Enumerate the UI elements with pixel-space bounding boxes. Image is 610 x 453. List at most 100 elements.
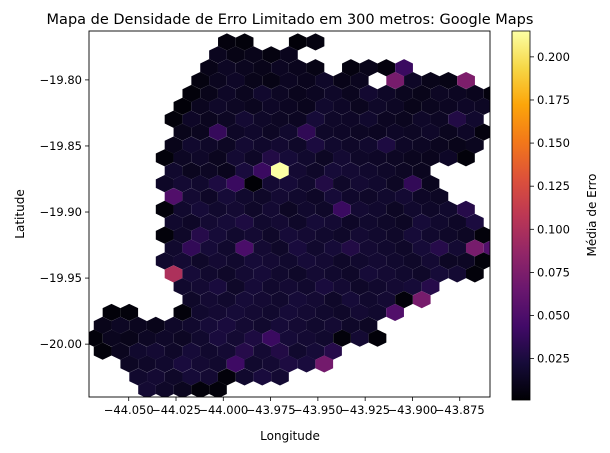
hex-cell bbox=[191, 329, 210, 347]
y-tick-label: −20.00 bbox=[39, 337, 82, 351]
hex-cell bbox=[466, 84, 484, 103]
hex-cell bbox=[377, 110, 396, 128]
hex-cell bbox=[200, 136, 218, 154]
hex-cell bbox=[359, 162, 378, 180]
hex-cell bbox=[279, 175, 298, 193]
hex-cell bbox=[200, 59, 218, 77]
hex-cell bbox=[182, 368, 201, 386]
hex-cell bbox=[342, 59, 360, 77]
hex-cell bbox=[341, 136, 360, 154]
hex-cell bbox=[155, 149, 174, 167]
hex-cell bbox=[315, 149, 334, 167]
hex-cell bbox=[155, 252, 174, 270]
hex-cell bbox=[439, 123, 458, 141]
hex-cell bbox=[386, 252, 404, 270]
hex-cell bbox=[341, 213, 360, 231]
hex-cell bbox=[279, 149, 298, 167]
hex-cell bbox=[457, 252, 475, 270]
hex-cell bbox=[120, 355, 139, 373]
colorbar bbox=[511, 30, 531, 401]
hex-cell bbox=[164, 213, 183, 231]
hex-cell bbox=[173, 329, 192, 347]
hex-cell bbox=[395, 110, 413, 128]
hex-cell bbox=[457, 123, 475, 141]
hex-cell bbox=[164, 110, 183, 128]
hex-cell bbox=[350, 149, 369, 167]
hex-cell bbox=[333, 97, 351, 115]
hex-cell bbox=[217, 187, 236, 206]
hex-cell bbox=[164, 162, 183, 180]
hex-cell bbox=[262, 175, 280, 193]
hex-cell bbox=[474, 252, 490, 270]
hex-cell bbox=[253, 187, 272, 206]
hex-cell bbox=[333, 123, 351, 141]
hex-cell bbox=[271, 84, 289, 103]
hex-cell bbox=[403, 97, 422, 115]
y-axis-label: Latitude bbox=[13, 189, 27, 238]
hex-cell bbox=[297, 97, 316, 115]
hex-cell bbox=[279, 278, 298, 296]
hex-cell bbox=[102, 329, 121, 347]
hex-cell bbox=[395, 265, 413, 283]
hex-cell bbox=[324, 110, 342, 128]
hex-cell bbox=[457, 97, 475, 115]
hex-cell bbox=[368, 226, 387, 244]
hex-cell bbox=[350, 329, 369, 347]
hex-cell bbox=[173, 226, 192, 244]
hex-cell bbox=[93, 342, 112, 360]
hex-cell bbox=[448, 136, 466, 154]
hex-cell bbox=[368, 200, 387, 218]
hex-cell bbox=[244, 149, 263, 167]
hex-cell bbox=[288, 59, 307, 77]
hex-cell bbox=[377, 136, 396, 154]
hex-cell bbox=[341, 187, 360, 206]
hex-cell bbox=[209, 46, 227, 64]
hex-cell bbox=[173, 252, 192, 270]
hex-cell bbox=[244, 200, 263, 218]
colorbar-tick-label: 0.025 bbox=[537, 352, 570, 366]
hex-cell bbox=[253, 136, 272, 154]
hex-cell bbox=[111, 316, 130, 334]
hex-cell bbox=[182, 162, 201, 180]
colorbar-tick-label: 0.125 bbox=[537, 179, 570, 193]
hex-cell bbox=[377, 239, 396, 257]
x-tick-label: −43.900 bbox=[388, 403, 438, 417]
x-axis: −44.050−44.025−44.000−43.975−43.950−43.9… bbox=[104, 397, 485, 417]
hex-cell bbox=[368, 303, 387, 322]
hex-cell bbox=[333, 149, 351, 167]
hex-cell bbox=[333, 303, 351, 322]
hex-cell bbox=[457, 200, 475, 218]
hex-cell bbox=[315, 123, 334, 141]
hex-cell bbox=[226, 200, 245, 218]
hex-cell bbox=[288, 265, 307, 283]
hex-cell bbox=[217, 59, 236, 77]
hex-cell bbox=[208, 226, 227, 244]
hex-cell bbox=[271, 239, 289, 257]
hex-cell bbox=[350, 303, 369, 322]
hex-cell bbox=[262, 149, 280, 167]
hex-cell bbox=[235, 110, 254, 128]
hex-cell bbox=[235, 162, 254, 180]
hex-cell bbox=[288, 110, 307, 128]
hex-cell bbox=[403, 226, 422, 244]
hex-cell bbox=[235, 291, 254, 309]
hex-cell bbox=[200, 239, 218, 257]
hex-cell bbox=[244, 278, 263, 296]
hex-cell bbox=[235, 136, 254, 154]
hex-cell bbox=[209, 381, 227, 397]
hex-cell bbox=[430, 136, 449, 154]
hex-cell bbox=[191, 200, 209, 218]
hex-cell bbox=[271, 187, 289, 206]
hex-cell bbox=[483, 240, 490, 256]
hex-cell bbox=[271, 136, 289, 154]
hex-cell bbox=[93, 316, 112, 334]
hex-cell bbox=[395, 291, 413, 309]
hex-cell bbox=[200, 110, 218, 128]
hex-cell bbox=[164, 187, 183, 206]
hex-cell bbox=[262, 46, 281, 64]
hex-cell bbox=[111, 342, 130, 360]
hex-cell bbox=[341, 291, 360, 309]
hex-cell bbox=[182, 265, 201, 283]
hex-cell bbox=[173, 355, 192, 373]
